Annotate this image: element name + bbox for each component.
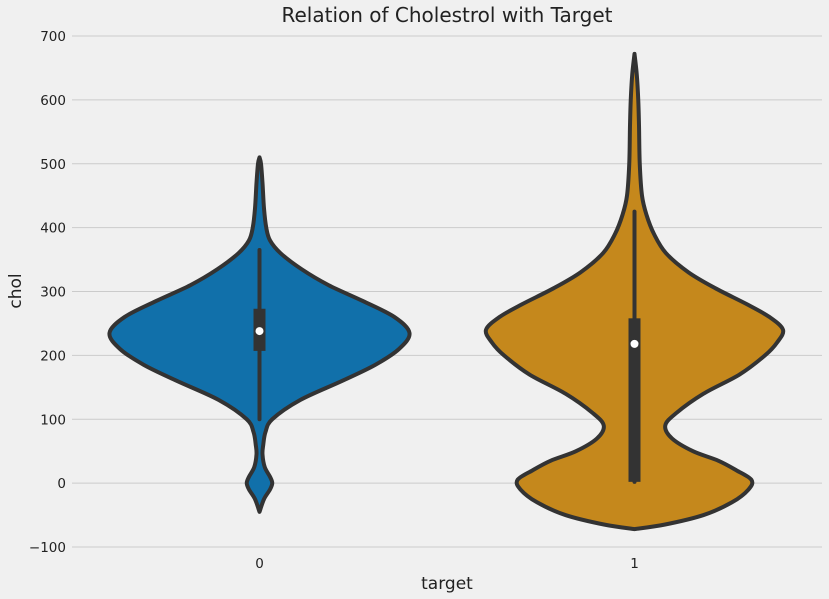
violin-0 bbox=[107, 155, 412, 514]
y-axis-label: chol bbox=[6, 273, 26, 308]
y-tick-label: 300 bbox=[40, 285, 66, 301]
chart-title: Relation of Cholestrol with Target bbox=[281, 3, 612, 27]
y-tick-label: 400 bbox=[40, 221, 66, 237]
y-tick-label: 200 bbox=[40, 348, 66, 364]
violin-iqr-box bbox=[628, 318, 641, 482]
y-tick-label: 500 bbox=[40, 157, 66, 173]
x-tick-label: 1 bbox=[630, 556, 639, 572]
violin-1 bbox=[483, 51, 786, 532]
x-tick-label: 0 bbox=[255, 556, 264, 572]
x-axis-label: target bbox=[421, 574, 473, 594]
y-tick-label: 0 bbox=[57, 476, 66, 492]
y-tick-label: 600 bbox=[40, 93, 66, 109]
violin-median-point bbox=[630, 339, 639, 348]
y-tick-label: 700 bbox=[40, 29, 66, 45]
violins bbox=[107, 51, 786, 532]
violin-median-point bbox=[255, 327, 264, 336]
y-tick-label: −100 bbox=[29, 540, 66, 556]
y-tick-label: 100 bbox=[40, 412, 66, 428]
y-tick-labels: −100 0 100 200 300 400 500 600 700 bbox=[29, 29, 66, 556]
